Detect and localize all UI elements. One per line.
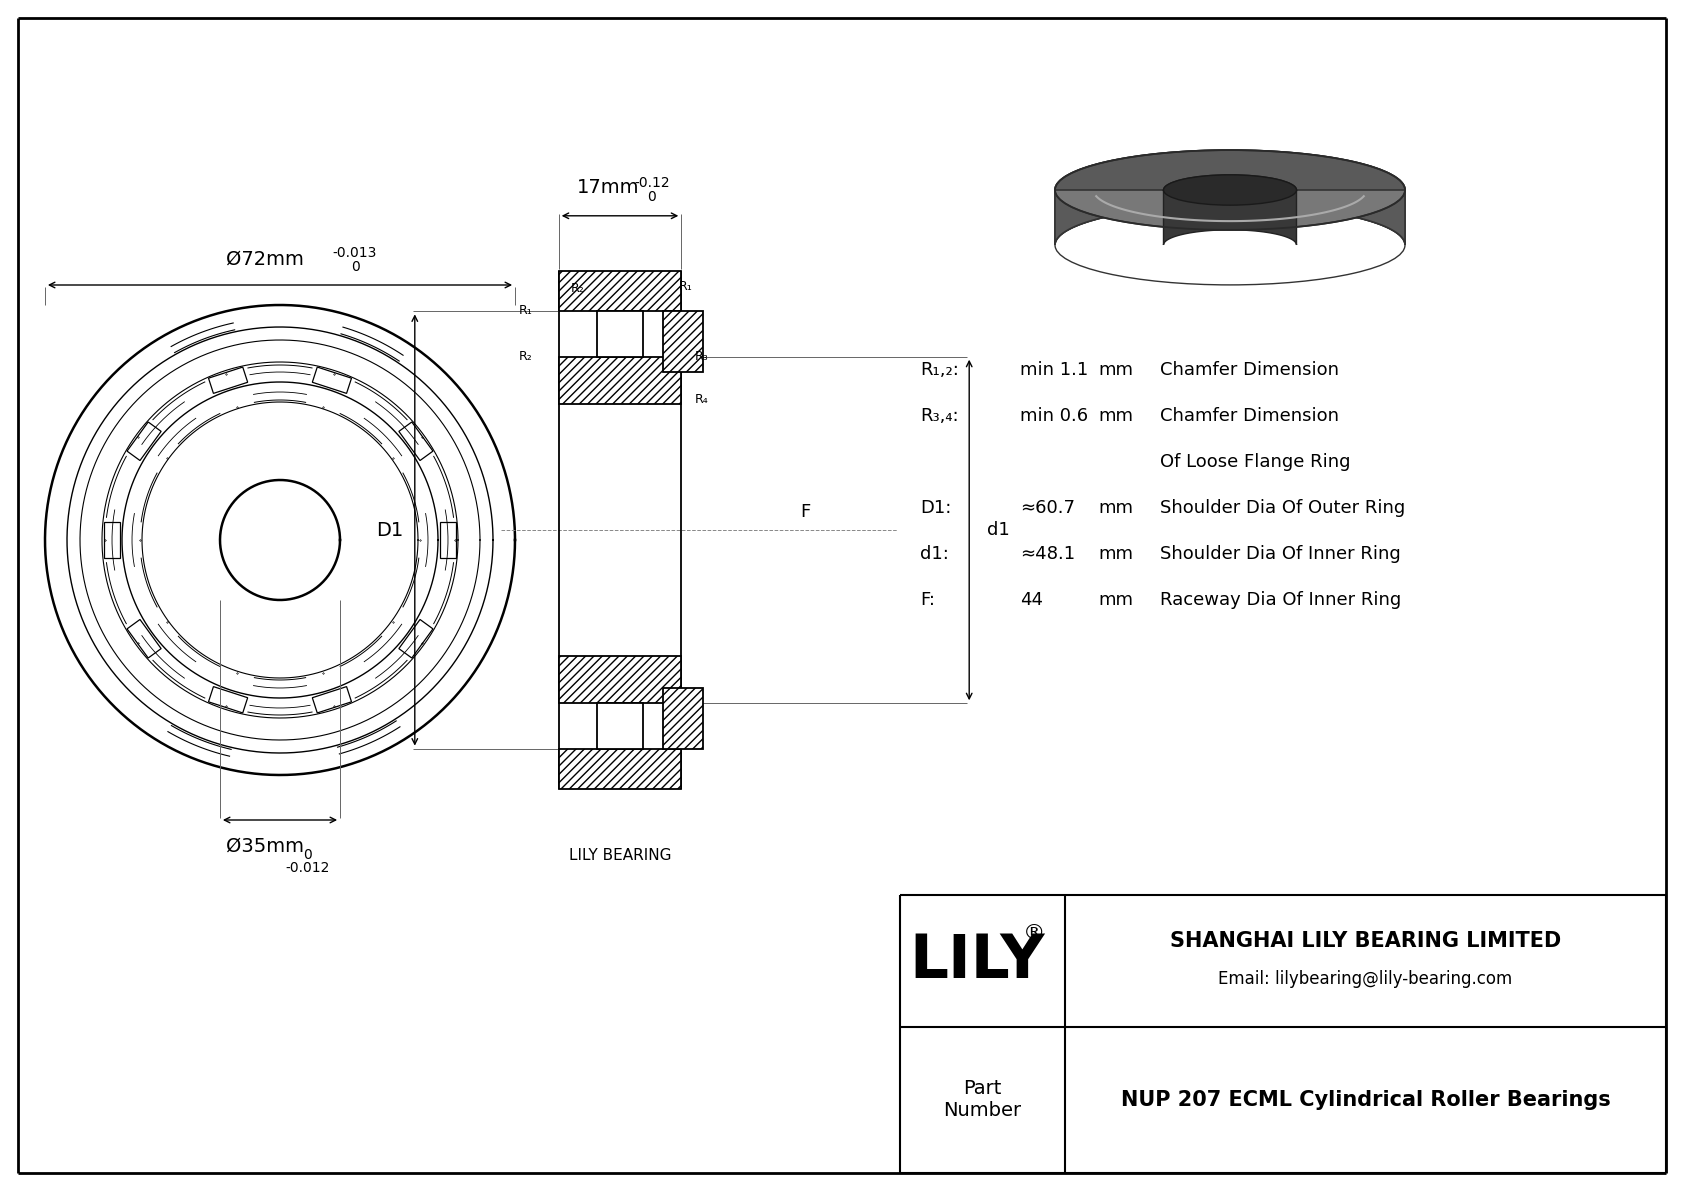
Text: ≈48.1: ≈48.1 (1021, 545, 1074, 563)
Text: -0.012: -0.012 (286, 861, 330, 875)
Text: Ø35mm: Ø35mm (226, 836, 305, 855)
Bar (596, 703, 643, 749)
Text: SHANGHAI LILY BEARING LIMITED: SHANGHAI LILY BEARING LIMITED (1170, 931, 1561, 950)
Text: 0: 0 (648, 189, 657, 204)
Text: R₁,₂:: R₁,₂: (919, 361, 958, 379)
Text: Part
Number: Part Number (943, 1079, 1022, 1121)
Bar (559, 270, 682, 312)
Polygon shape (1054, 191, 1404, 230)
Text: mm: mm (1098, 591, 1133, 609)
Text: -0.013: -0.013 (333, 247, 377, 260)
Text: R₂: R₂ (519, 350, 532, 363)
Text: mm: mm (1098, 361, 1133, 379)
Text: R₂: R₂ (571, 282, 584, 295)
Polygon shape (1164, 175, 1297, 245)
Text: 44: 44 (1021, 591, 1042, 609)
Bar (663, 312, 702, 372)
Bar (559, 656, 682, 703)
Bar (596, 311, 643, 357)
Ellipse shape (1164, 175, 1297, 205)
Text: Chamfer Dimension: Chamfer Dimension (1160, 361, 1339, 379)
Text: D1:: D1: (919, 499, 951, 517)
Text: Shoulder Dia Of Outer Ring: Shoulder Dia Of Outer Ring (1160, 499, 1404, 517)
Text: 17mm: 17mm (576, 179, 640, 198)
Text: d1:: d1: (919, 545, 948, 563)
Text: Of Loose Flange Ring: Of Loose Flange Ring (1160, 453, 1351, 470)
Text: Chamfer Dimension: Chamfer Dimension (1160, 407, 1339, 425)
Bar (559, 748, 682, 790)
Text: Shoulder Dia Of Inner Ring: Shoulder Dia Of Inner Ring (1160, 545, 1401, 563)
Text: 0: 0 (350, 260, 359, 274)
Bar (559, 357, 682, 404)
Text: d1: d1 (987, 520, 1010, 540)
Text: R₃,₄:: R₃,₄: (919, 407, 958, 425)
Text: Ø72mm: Ø72mm (226, 249, 303, 268)
Text: R₁: R₁ (679, 280, 692, 293)
Text: ®: ® (1024, 923, 1046, 943)
Text: Email: lilybearing@lily-bearing.com: Email: lilybearing@lily-bearing.com (1219, 969, 1512, 989)
Text: F: F (800, 503, 812, 520)
Text: R₁: R₁ (519, 305, 532, 317)
Text: LILY BEARING: LILY BEARING (569, 848, 672, 862)
Text: ≈60.7: ≈60.7 (1021, 499, 1074, 517)
Text: NUP 207 ECML Cylindrical Roller Bearings: NUP 207 ECML Cylindrical Roller Bearings (1120, 1090, 1610, 1110)
Text: Raceway Dia Of Inner Ring: Raceway Dia Of Inner Ring (1160, 591, 1401, 609)
Text: mm: mm (1098, 407, 1133, 425)
Text: D1: D1 (376, 520, 404, 540)
Polygon shape (1054, 150, 1404, 245)
Text: mm: mm (1098, 545, 1133, 563)
Text: 0: 0 (303, 848, 312, 862)
Text: F:: F: (919, 591, 935, 609)
Bar (663, 688, 702, 748)
Text: mm: mm (1098, 499, 1133, 517)
Polygon shape (1054, 150, 1404, 245)
Text: -0.12: -0.12 (635, 176, 670, 189)
Text: LILY: LILY (909, 931, 1046, 991)
Text: R₄: R₄ (694, 393, 709, 406)
Text: min 0.6: min 0.6 (1021, 407, 1088, 425)
Text: R₃: R₃ (694, 350, 709, 363)
Text: min 1.1: min 1.1 (1021, 361, 1088, 379)
